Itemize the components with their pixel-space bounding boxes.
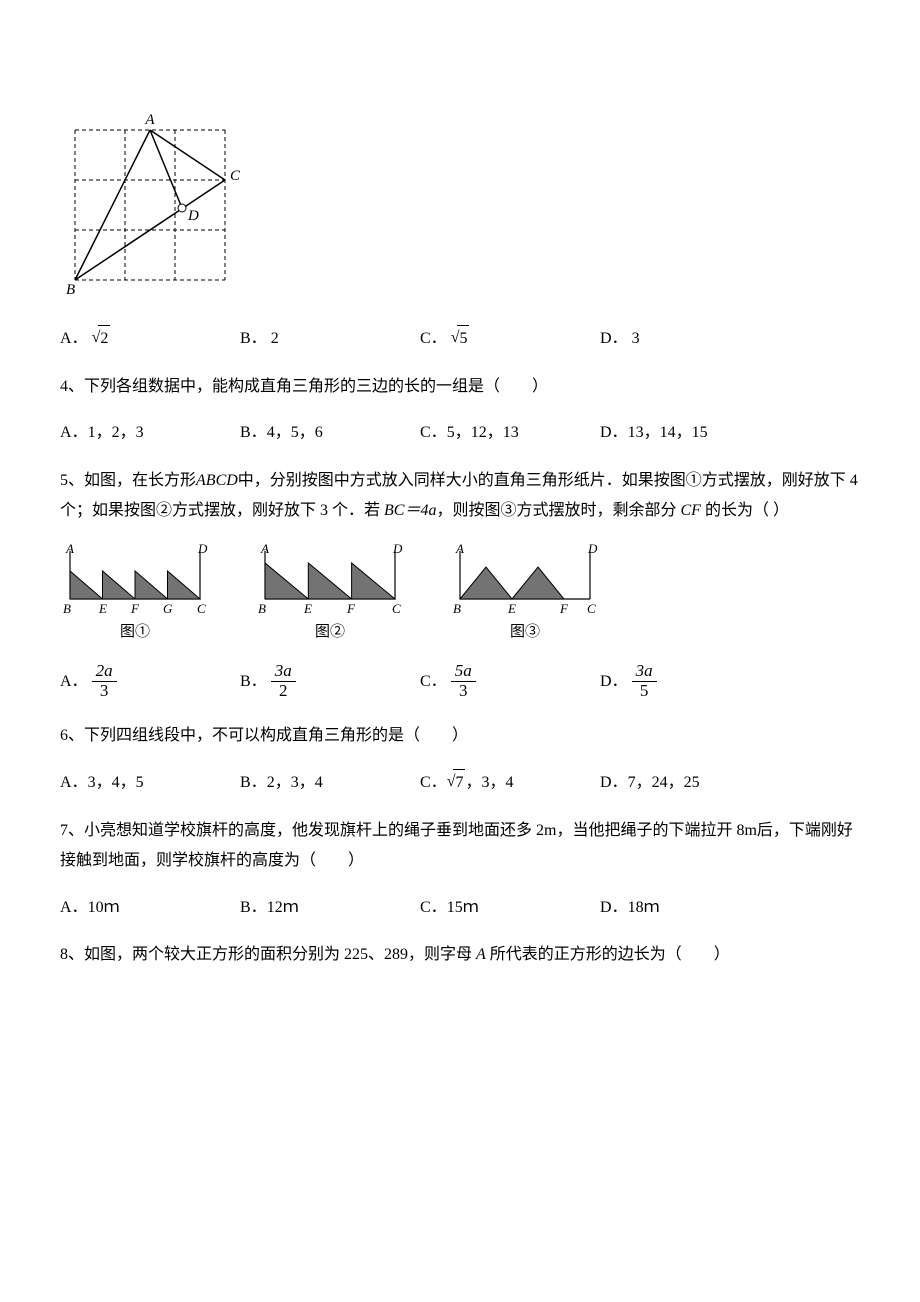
q7-opt-B: B．12ｍ: [240, 895, 420, 921]
svg-text:D: D: [587, 541, 598, 556]
svg-text:C: C: [392, 601, 401, 616]
svg-text:F: F: [559, 601, 569, 616]
q5-fig1: A D B E F G C 图①: [60, 541, 210, 644]
q4-opt-D: D．13，14，15: [600, 420, 780, 446]
q7-opt-A: A．10ｍ: [60, 895, 240, 921]
grid-triangle-svg: A B C D: [60, 110, 240, 300]
q5-opt-B: B． 3a2: [240, 662, 420, 700]
q4-opt-C: C．5，12，13: [420, 420, 600, 446]
sqrt-5: √5: [451, 325, 470, 352]
q5-options: A． 2a3 B． 3a2 C． 5a3 D． 3a5: [60, 662, 860, 700]
svg-text:B: B: [63, 601, 71, 616]
q6-opt-C: C． √7，3，4: [420, 769, 600, 796]
q5-fig2: A D B E F C 图②: [255, 541, 405, 644]
svg-text:C: C: [587, 601, 596, 616]
svg-text:E: E: [507, 601, 516, 616]
q3-opt-B: B． 2: [240, 325, 420, 352]
q5-opt-C: C． 5a3: [420, 662, 600, 700]
q3-opt-A: A． √2: [60, 325, 240, 352]
q4-options: A．1，2，3 B．4，5，6 C．5，12，13 D．13，14，15: [60, 420, 860, 446]
q4-text: 4、下列各组数据中，能构成直角三角形的三边的长的一组是（ ）: [60, 372, 860, 402]
q3-options: A． √2 B． 2 C． √5 D． 3: [60, 325, 860, 352]
q4-opt-B: B．4，5，6: [240, 420, 420, 446]
label-B: B: [66, 282, 75, 298]
q5-figures: A D B E F G C 图① A D B E F C 图②: [60, 541, 860, 644]
label-A: A: [144, 112, 155, 128]
svg-text:D: D: [197, 541, 208, 556]
svg-text:A: A: [260, 541, 269, 556]
svg-text:B: B: [258, 601, 266, 616]
svg-text:F: F: [346, 601, 356, 616]
q7-opt-D: D．18ｍ: [600, 895, 780, 921]
q5-opt-D: D． 3a5: [600, 662, 780, 700]
svg-text:B: B: [453, 601, 461, 616]
label-C: C: [230, 168, 240, 184]
svg-text:A: A: [455, 541, 464, 556]
svg-text:F: F: [130, 601, 140, 616]
svg-text:C: C: [197, 601, 206, 616]
q5-opt-A: A． 2a3: [60, 662, 240, 700]
q5-fig3: A D B E F C 图③: [450, 541, 600, 644]
svg-text:A: A: [65, 541, 74, 556]
q6-text: 6、下列四组线段中，不可以构成直角三角形的是（ ）: [60, 721, 860, 751]
svg-text:E: E: [303, 601, 312, 616]
q6-options: A．3，4，5 B．2，3，4 C． √7，3，4 D．7，24，25: [60, 769, 860, 796]
q6-opt-D: D．7，24，25: [600, 769, 780, 796]
q3-opt-D: D． 3: [600, 325, 780, 352]
q3-figure: A B C D: [60, 110, 860, 300]
svg-text:D: D: [392, 541, 403, 556]
label-D: D: [187, 208, 199, 224]
q5-text: 5、如图，在长方形ABCD中，分别按图中方式放入同样大小的直角三角形纸片．如果按…: [60, 466, 860, 527]
q3-opt-C: C． √5: [420, 325, 600, 352]
q7-text: 7、小亮想知道学校旗杆的高度，他发现旗杆上的绳子垂到地面还多 2m，当他把绳子的…: [60, 816, 860, 877]
svg-text:G: G: [163, 601, 173, 616]
q6-opt-B: B．2，3，4: [240, 769, 420, 796]
q8-text: 8、如图，两个较大正方形的面积分别为 225、289，则字母 A 所代表的正方形…: [60, 940, 860, 970]
q6-opt-A: A．3，4，5: [60, 769, 240, 796]
q7-options: A．10ｍ B．12ｍ C．15ｍ D．18ｍ: [60, 895, 860, 921]
q7-opt-C: C．15ｍ: [420, 895, 600, 921]
svg-text:E: E: [98, 601, 107, 616]
sqrt-2: √2: [92, 325, 111, 352]
q4-opt-A: A．1，2，3: [60, 420, 240, 446]
